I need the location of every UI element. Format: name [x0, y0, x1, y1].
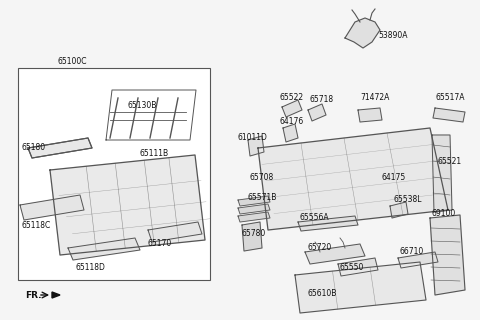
Polygon shape [305, 244, 365, 264]
Text: 64176: 64176 [280, 117, 304, 126]
Polygon shape [282, 100, 302, 117]
Polygon shape [28, 138, 92, 158]
Text: 65111B: 65111B [140, 148, 169, 157]
Text: 65100C: 65100C [57, 58, 86, 67]
Text: 65538L: 65538L [394, 196, 422, 204]
Polygon shape [433, 108, 465, 122]
Text: 65718: 65718 [310, 94, 334, 103]
Polygon shape [283, 124, 298, 142]
Text: 71472A: 71472A [360, 93, 389, 102]
Text: 66710: 66710 [400, 247, 424, 257]
Text: 65522: 65522 [280, 92, 304, 101]
Polygon shape [295, 262, 426, 313]
Text: 65170: 65170 [148, 239, 172, 249]
Polygon shape [238, 212, 270, 222]
Text: 65610B: 65610B [308, 289, 337, 298]
Polygon shape [358, 108, 382, 122]
Polygon shape [148, 222, 202, 242]
Polygon shape [258, 128, 448, 230]
Text: 65720: 65720 [308, 244, 332, 252]
Polygon shape [68, 238, 140, 260]
Polygon shape [298, 216, 358, 231]
Text: 65180: 65180 [22, 143, 46, 153]
Polygon shape [238, 204, 270, 214]
Polygon shape [398, 252, 438, 268]
Text: 53890A: 53890A [378, 30, 408, 39]
Text: 65550: 65550 [340, 263, 364, 273]
Bar [18, 68, 210, 280]
Polygon shape [308, 104, 326, 121]
Polygon shape [432, 135, 452, 212]
Text: 65571B: 65571B [248, 193, 277, 202]
Polygon shape [242, 222, 262, 251]
Text: 65521: 65521 [438, 157, 462, 166]
Polygon shape [50, 155, 205, 255]
Polygon shape [345, 18, 380, 48]
Polygon shape [430, 215, 465, 295]
Text: 65708: 65708 [250, 173, 274, 182]
Text: 65780: 65780 [242, 228, 266, 237]
Text: 64175: 64175 [382, 173, 406, 182]
Text: 65118C: 65118C [22, 220, 51, 229]
Polygon shape [20, 195, 84, 220]
Polygon shape [52, 292, 60, 298]
Text: 61011D: 61011D [238, 133, 268, 142]
Polygon shape [390, 202, 408, 218]
Text: 65556A: 65556A [300, 212, 330, 221]
Polygon shape [248, 136, 264, 156]
Text: 69100: 69100 [432, 209, 456, 218]
Text: FR.: FR. [25, 291, 41, 300]
Polygon shape [338, 258, 378, 276]
Text: 65118D: 65118D [75, 262, 105, 271]
Text: 65517A: 65517A [436, 93, 466, 102]
Text: 65130B: 65130B [128, 100, 157, 109]
Polygon shape [238, 196, 270, 206]
